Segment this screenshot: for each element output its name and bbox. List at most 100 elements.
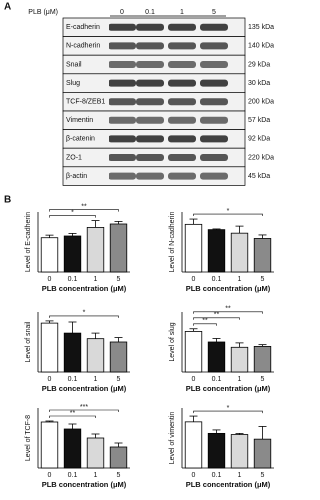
band bbox=[136, 79, 164, 87]
bar bbox=[184, 421, 203, 469]
protein-label: β-catenin bbox=[66, 136, 95, 143]
significance-label: ** bbox=[70, 410, 76, 417]
lane-label: 0.1 bbox=[145, 9, 155, 16]
band bbox=[136, 61, 164, 68]
bar bbox=[40, 421, 59, 469]
y-axis-label: Level of TCF-8 bbox=[25, 415, 32, 461]
significance-label: * bbox=[227, 405, 230, 412]
bar bbox=[253, 346, 272, 373]
protein-label: β-actin bbox=[66, 173, 87, 180]
significance-bracket bbox=[49, 215, 96, 218]
y-axis-label: Level of E-cadherin bbox=[25, 212, 32, 272]
bar bbox=[230, 346, 249, 373]
band bbox=[200, 154, 228, 161]
bar bbox=[207, 341, 226, 373]
bar bbox=[40, 322, 59, 373]
band bbox=[136, 23, 164, 31]
panel-label: B bbox=[4, 195, 11, 206]
significance-label: ** bbox=[225, 306, 231, 313]
band bbox=[136, 172, 164, 180]
significance-label: ** bbox=[202, 318, 208, 325]
x-tick-label: 5 bbox=[117, 472, 121, 479]
bar bbox=[63, 235, 82, 273]
band bbox=[168, 135, 196, 143]
band bbox=[108, 116, 136, 124]
significance-label: ** bbox=[214, 312, 220, 319]
bar bbox=[63, 332, 82, 373]
significance-label: * bbox=[83, 310, 86, 317]
bar bbox=[253, 438, 272, 469]
size-label: 57 kDa bbox=[248, 117, 270, 124]
label-bg bbox=[64, 22, 109, 33]
bar bbox=[86, 338, 105, 373]
significance-bracket bbox=[193, 410, 263, 414]
protein-label: N-cadherin bbox=[66, 43, 100, 50]
size-label: 92 kDa bbox=[248, 136, 270, 143]
protein-label: Slug bbox=[66, 80, 80, 87]
significance-bracket bbox=[49, 315, 119, 318]
significance-bracket bbox=[49, 209, 119, 212]
label-bg bbox=[64, 40, 109, 52]
band bbox=[168, 42, 196, 50]
x-tick-label: 5 bbox=[117, 276, 121, 283]
band bbox=[168, 79, 196, 87]
band bbox=[168, 172, 196, 180]
x-tick-label: 1 bbox=[94, 376, 98, 383]
x-tick-label: 0.1 bbox=[68, 472, 78, 479]
band bbox=[200, 61, 228, 68]
band bbox=[108, 61, 136, 68]
band bbox=[200, 116, 228, 124]
label-bg bbox=[64, 170, 109, 182]
protein-label: E-cadherin bbox=[66, 24, 100, 31]
x-tick-label: 0.1 bbox=[68, 376, 78, 383]
label-bg bbox=[64, 96, 109, 107]
x-tick-label: 5 bbox=[261, 376, 265, 383]
x-tick-label: 0.1 bbox=[212, 376, 222, 383]
band bbox=[168, 154, 196, 161]
label-bg bbox=[64, 77, 109, 89]
band bbox=[200, 98, 228, 106]
y-axis-label: Level of vimentin bbox=[169, 412, 176, 465]
bar bbox=[40, 237, 59, 273]
significance-bracket bbox=[49, 415, 96, 418]
bar bbox=[184, 223, 203, 273]
size-label: 135 kDa bbox=[248, 24, 274, 31]
lane-label: 5 bbox=[212, 9, 216, 16]
band bbox=[108, 135, 136, 143]
x-tick-label: 0 bbox=[48, 376, 52, 383]
band bbox=[168, 23, 196, 31]
bar bbox=[86, 227, 105, 273]
size-label: 220 kDa bbox=[248, 154, 274, 161]
band bbox=[200, 42, 228, 50]
x-axis-label: PLB concentration (μM) bbox=[186, 284, 271, 293]
x-tick-label: 0 bbox=[192, 376, 196, 383]
bar bbox=[109, 446, 128, 469]
x-tick-label: 1 bbox=[94, 472, 98, 479]
bar bbox=[230, 232, 249, 273]
x-tick-label: 1 bbox=[238, 376, 242, 383]
significance-label: ** bbox=[81, 203, 87, 210]
x-axis-label: PLB concentration (μM) bbox=[186, 384, 271, 393]
band bbox=[136, 116, 164, 124]
significance-bracket bbox=[193, 311, 263, 314]
significance-label: * bbox=[71, 209, 74, 216]
x-tick-label: 0 bbox=[192, 472, 196, 479]
x-tick-label: 0 bbox=[48, 276, 52, 283]
band bbox=[168, 116, 196, 124]
band bbox=[136, 154, 164, 161]
x-axis-label: PLB concentration (μM) bbox=[42, 284, 127, 293]
treatment-label: PLB (μM) bbox=[28, 9, 58, 16]
significance-label: * bbox=[227, 208, 230, 215]
label-bg bbox=[64, 59, 109, 70]
lane-label: 1 bbox=[180, 9, 184, 16]
bar bbox=[207, 432, 226, 469]
bar bbox=[207, 229, 226, 273]
band bbox=[108, 154, 136, 161]
size-label: 200 kDa bbox=[248, 99, 274, 106]
significance-bracket bbox=[193, 317, 240, 320]
bar bbox=[184, 331, 203, 373]
label-bg bbox=[64, 115, 109, 126]
y-axis-label: Level of slug bbox=[169, 322, 176, 361]
significance-bracket bbox=[49, 409, 119, 412]
protein-label: ZO-1 bbox=[66, 154, 82, 161]
